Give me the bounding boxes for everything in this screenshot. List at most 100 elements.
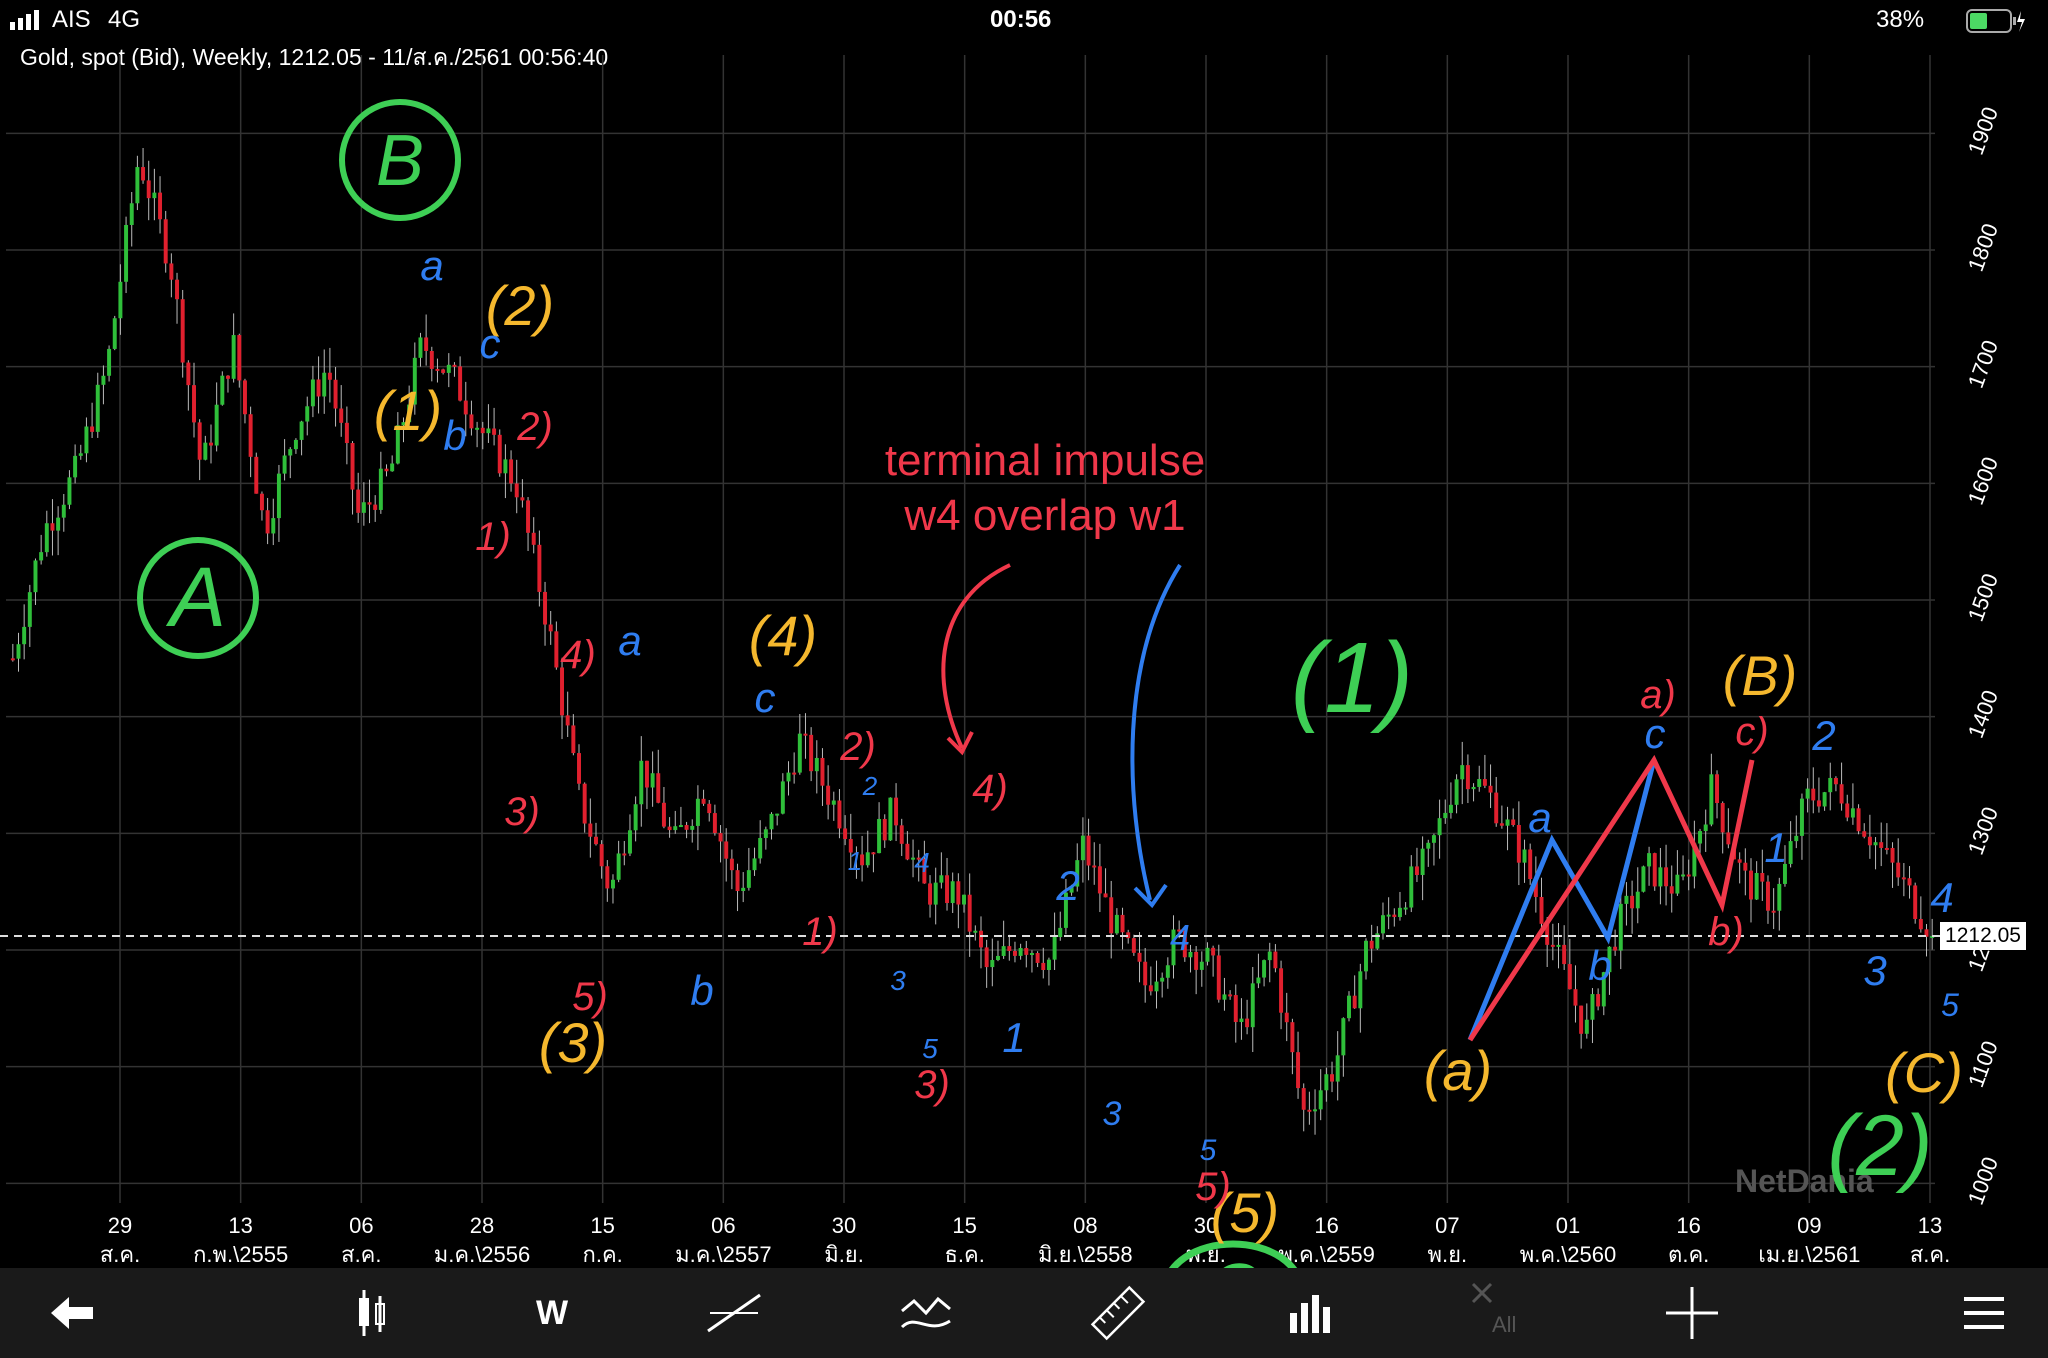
candle-body	[480, 427, 485, 434]
price-chart[interactable]: 1000110012001300140015001600170018001900…	[0, 0, 2048, 1268]
menu-button[interactable]	[1924, 1268, 2044, 1358]
candle-body	[1499, 823, 1504, 826]
candle-body	[610, 879, 615, 889]
candle-body	[95, 384, 100, 432]
back-button[interactable]	[12, 1268, 132, 1358]
candle-body	[1454, 779, 1459, 805]
candle-body	[1794, 835, 1799, 842]
candle-body	[979, 930, 983, 948]
candle-body	[1228, 994, 1233, 997]
candle-body	[78, 453, 83, 456]
candle-body	[180, 299, 185, 363]
red-2-top: 2)	[516, 405, 553, 449]
candle-body	[492, 428, 497, 435]
candle-body	[786, 772, 791, 782]
wave-B-label: B	[376, 121, 424, 201]
candle-body	[259, 493, 264, 511]
candle-body	[248, 414, 253, 457]
candle-body	[424, 337, 429, 351]
candle-body	[843, 828, 848, 839]
candle-body	[1409, 866, 1414, 908]
candle-body	[1907, 878, 1912, 886]
indicator-button[interactable]	[866, 1268, 986, 1358]
candle-body	[571, 725, 576, 754]
blue-4-mid: 4	[1170, 917, 1190, 958]
candle-body	[809, 734, 814, 772]
candle-body	[701, 798, 706, 804]
x-tick-month: มิ.ย.\2558	[1038, 1242, 1133, 1267]
candle-body	[1075, 860, 1080, 887]
candle-body	[1386, 914, 1391, 917]
candle-body	[797, 733, 802, 773]
x-tick-day: 13	[228, 1213, 252, 1238]
x-tick-month: ส.ค.	[100, 1242, 140, 1267]
candle-body	[1743, 862, 1748, 871]
candle-body	[627, 830, 632, 854]
candle-body	[1805, 788, 1810, 799]
red-a: a)	[1640, 673, 1676, 717]
chart-grid	[6, 55, 1935, 1203]
candle-body	[543, 591, 548, 625]
red-c: c)	[1735, 710, 1768, 754]
crosshair-button[interactable]	[1632, 1268, 1752, 1358]
candle-body	[412, 357, 417, 405]
x-tick-month: ต.ค.	[1668, 1242, 1709, 1267]
y-tick-label: 1900	[1963, 103, 2003, 158]
back-arrow-icon	[51, 1297, 93, 1329]
candle-body	[231, 335, 236, 379]
x-tick-month: ก.ค.	[583, 1242, 623, 1267]
candle-body	[1177, 929, 1182, 932]
ruler-button[interactable]	[1058, 1268, 1178, 1358]
blue-a-mid: a	[618, 617, 641, 664]
candle-body	[1267, 951, 1272, 961]
candle-body	[197, 422, 202, 460]
candle-body	[293, 439, 298, 450]
candle-body	[1482, 779, 1487, 786]
volume-button[interactable]	[1250, 1268, 1370, 1358]
volume-bars-icon	[1290, 1295, 1330, 1333]
signal-icon	[10, 10, 39, 30]
candle-body	[1601, 972, 1606, 1007]
candle-body	[1018, 948, 1023, 956]
timeframe-button[interactable]: W	[492, 1268, 612, 1358]
candle-body	[1833, 777, 1838, 785]
chart-type-button[interactable]	[312, 1268, 432, 1358]
wave-A-green	[137, 537, 259, 659]
candle-body	[1375, 933, 1380, 949]
candle-body	[61, 504, 66, 518]
draw-trendline-button[interactable]	[674, 1268, 794, 1358]
candle-body	[305, 406, 310, 422]
candle-body	[463, 400, 468, 415]
candle-body	[1618, 903, 1623, 951]
candle-body	[101, 375, 106, 385]
candle-body	[288, 449, 293, 456]
candle-body	[729, 858, 734, 871]
candle-body	[1590, 994, 1595, 1020]
candle-body	[1035, 953, 1040, 963]
candle-body	[107, 348, 112, 376]
candle-body	[1273, 951, 1278, 969]
x-tick-month: ม.ค.\2557	[675, 1242, 772, 1267]
candle-body	[146, 180, 151, 199]
candle-body	[1126, 932, 1131, 939]
candle-body	[458, 366, 463, 401]
candle-body	[112, 318, 117, 349]
candle-body	[209, 442, 213, 446]
ruler-icon	[1090, 1285, 1146, 1341]
candle-body	[622, 853, 627, 856]
candle-body	[214, 404, 219, 446]
candle-body	[446, 364, 451, 373]
candle-body	[1182, 930, 1187, 958]
y-tick-label: 1500	[1963, 570, 2003, 625]
candle-body	[152, 192, 157, 199]
candle-body	[395, 425, 400, 464]
clear-all-button[interactable]: All	[1430, 1268, 1550, 1358]
y-tick-label: 1100	[1963, 1038, 2003, 1091]
clear-x-icon	[1471, 1282, 1493, 1304]
candle-body	[1782, 863, 1787, 884]
candle-body	[894, 797, 899, 826]
candle-body	[860, 854, 865, 866]
candle-body	[192, 385, 196, 423]
x-tick-month: ส.ค.	[341, 1242, 381, 1267]
candle-body	[950, 881, 955, 904]
